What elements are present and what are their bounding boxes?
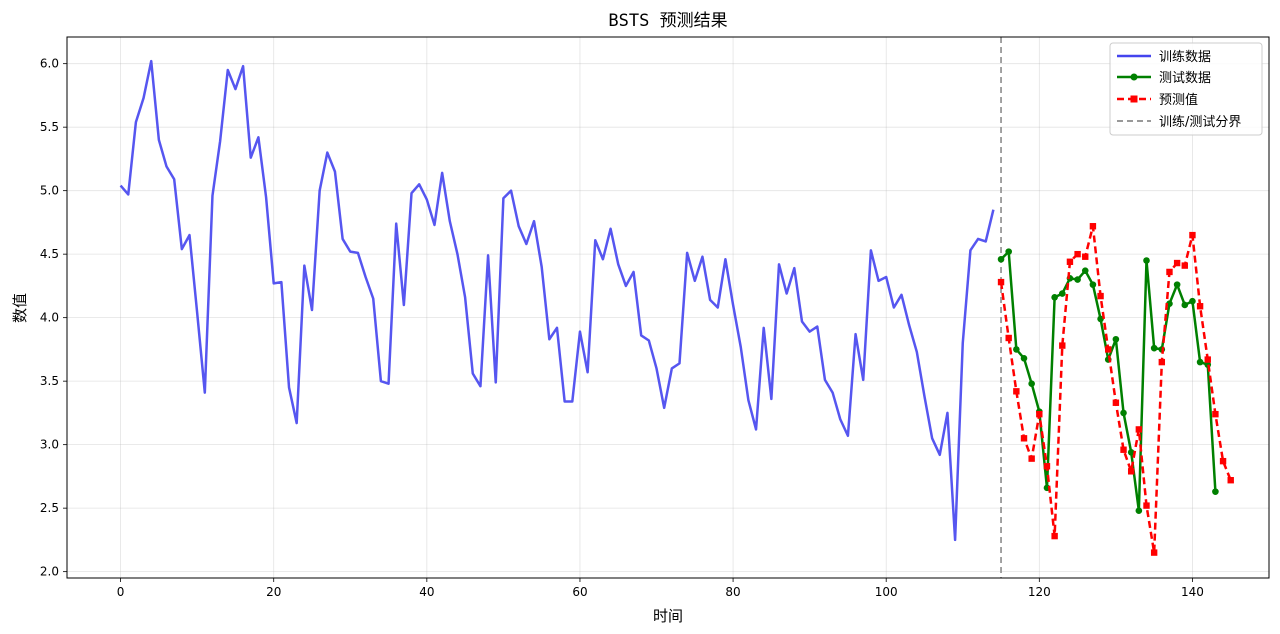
series-test-point (1173, 281, 1181, 288)
legend-label-test: 测试数据 (1159, 71, 1211, 86)
series-layer (119, 37, 1234, 578)
y-tick-label: 3.0 (40, 438, 59, 452)
series-test-point (1058, 290, 1066, 297)
legend-label-forecast: 预测值 (1159, 92, 1198, 108)
x-tick-label: 20 (266, 585, 281, 599)
y-tick-label: 4.0 (40, 311, 59, 325)
series-test-point (1089, 281, 1097, 288)
series-test-point (1135, 507, 1143, 514)
series-test-point (1112, 335, 1120, 343)
series-forecast-point (1036, 410, 1043, 418)
y-tick-label: 4.5 (40, 247, 59, 261)
series-forecast-point (1082, 253, 1089, 260)
series-forecast-point (1105, 346, 1112, 353)
y-tick-label: 6.0 (40, 57, 59, 71)
x-tick-label: 120 (1028, 585, 1051, 599)
series-forecast-line (999, 224, 1232, 554)
series-forecast-point (1028, 455, 1035, 462)
series-test-point (1127, 448, 1135, 456)
legend-box (1109, 42, 1263, 136)
series-test-point (1005, 248, 1012, 255)
series-forecast-point (1212, 410, 1219, 418)
series-test-point (1212, 488, 1219, 495)
series-forecast-point (1089, 223, 1097, 230)
y-tick-label: 5.5 (40, 120, 59, 134)
series-forecast-point (1112, 399, 1120, 406)
series-forecast-point (1158, 358, 1166, 366)
series-test-point (1196, 358, 1204, 366)
series-forecast-point (1150, 549, 1158, 556)
series-forecast-point (1097, 292, 1104, 300)
x-tick-label: 100 (875, 585, 898, 599)
legend-label-split: 训练/测试分界 (1159, 115, 1241, 130)
legend-marker-forecast (1130, 95, 1138, 103)
legend: 训练数据 测试数据 预测值 训练/测试分界 (1109, 42, 1263, 136)
y-tick-label: 3.5 (40, 374, 59, 388)
series-forecast-point (1005, 334, 1012, 342)
series-forecast-point (1204, 356, 1211, 363)
series-forecast-point (1219, 457, 1227, 465)
series-test-point (1181, 301, 1189, 309)
chart-title: BSTS 预测结果 (608, 11, 727, 31)
series-forecast-point (1074, 250, 1081, 258)
series-forecast-point (997, 278, 1005, 286)
series-forecast-point (1135, 426, 1143, 433)
series-forecast-point (1196, 303, 1204, 310)
series-forecast-point (1013, 388, 1020, 395)
series-forecast-point (1043, 463, 1051, 470)
series-forecast-point (1066, 258, 1074, 265)
series-forecast-point (1166, 268, 1173, 276)
x-tick-label: 140 (1181, 585, 1204, 599)
grid-layer (67, 37, 1269, 578)
series-test-point (1189, 297, 1196, 305)
y-axis-label: 数值 (11, 293, 29, 323)
series-test-point (1020, 354, 1028, 362)
series-test-point (1150, 344, 1158, 352)
series-forecast-point (1227, 477, 1234, 484)
series-test-point (1013, 346, 1020, 353)
series-test-point (1120, 409, 1127, 417)
y-tick-label: 2.0 (40, 565, 59, 579)
series-forecast-point (1189, 231, 1196, 239)
series-test-point (1051, 294, 1058, 301)
series-forecast-point (1127, 468, 1135, 475)
series-forecast-point (1143, 502, 1150, 509)
x-axis-label: 时间 (653, 607, 683, 625)
y-tick-label: 2.5 (40, 501, 59, 515)
x-tick-label: 0 (117, 585, 125, 599)
legend-marker-test (1130, 73, 1138, 81)
x-tick-label: 60 (572, 585, 587, 599)
ticks-layer: 0 20 40 60 80 100 120 140 2.0 2.5 3.0 3.5 4.0 4.5 5.0 5… (40, 57, 1204, 599)
series-test-point (997, 255, 1005, 263)
series-forecast-point (1120, 446, 1127, 453)
series-forecast-point (1173, 259, 1181, 267)
series-test-point (1097, 315, 1104, 323)
y-tick-label: 5.0 (40, 184, 59, 198)
series-test-point (1074, 276, 1081, 283)
x-tick-label: 80 (725, 585, 740, 599)
series-forecast-point (1020, 435, 1028, 442)
series-forecast-point (1051, 532, 1058, 540)
x-tick-label: 40 (419, 585, 434, 599)
series-forecast-point (1181, 262, 1188, 269)
series-test-point (1143, 257, 1150, 264)
legend-label-train: 训练数据 (1159, 50, 1211, 65)
series-test-point (1028, 380, 1035, 387)
series-test-point (1081, 267, 1089, 274)
series-forecast-point (1059, 342, 1066, 349)
plot-frame (66, 36, 1270, 579)
series-train-line (119, 59, 995, 542)
